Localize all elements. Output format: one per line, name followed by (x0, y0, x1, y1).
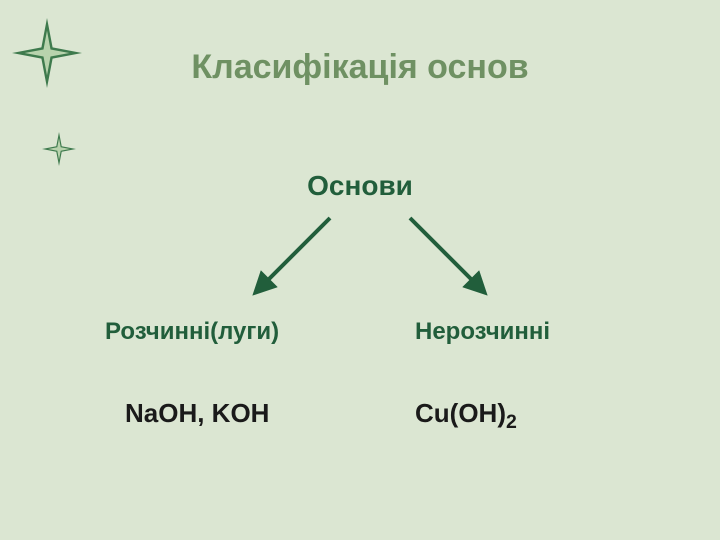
branch-label-insoluble: Нерозчинні (415, 318, 550, 346)
example-insoluble: Cu(OH)2 (415, 398, 517, 429)
example-insoluble-formula: Cu(OH) (415, 398, 506, 428)
example-soluble: NaOH, KOH (125, 398, 269, 429)
example-insoluble-subscript: 2 (506, 411, 517, 433)
branch-label-soluble: Розчинні(луги) (105, 318, 279, 346)
diagram-arrows (0, 0, 720, 540)
